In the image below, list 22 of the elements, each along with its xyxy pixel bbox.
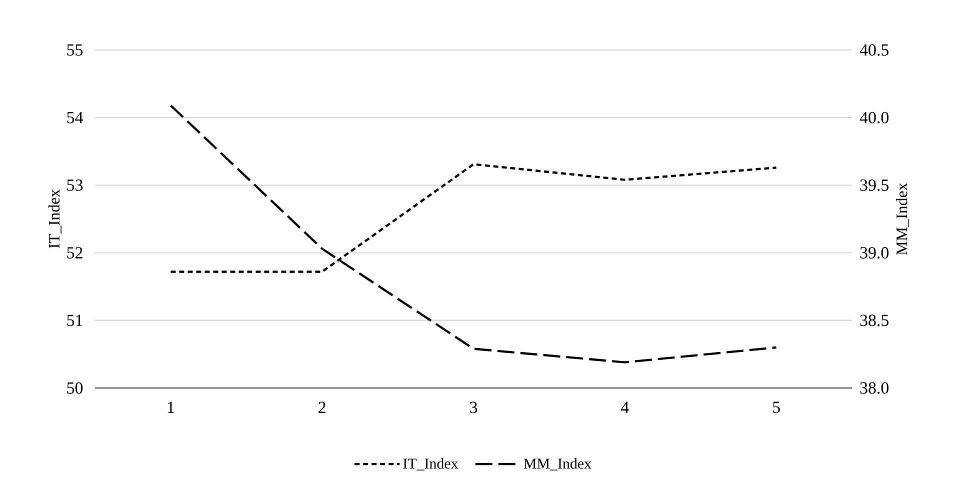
line-series — [170, 104, 778, 364]
y-tick-label: 54 — [67, 112, 83, 124]
y-axis-title: IT_Index — [48, 190, 62, 248]
x-tick-label: 3 — [470, 402, 478, 414]
y-tick-label: 52 — [67, 247, 82, 258]
x-tick-label: 5 — [773, 402, 780, 414]
legend-label: IT_Index — [403, 458, 458, 470]
y-tick-label: 53 — [67, 180, 83, 191]
legend-label: MM_Index — [524, 458, 592, 470]
y2-axis-title: MM_Index — [896, 182, 910, 255]
y-tick-label: 55 — [67, 44, 83, 56]
y2-tick-label: 39.5 — [860, 179, 889, 191]
x-tick-label: 4 — [621, 402, 629, 413]
y2-tick-label: 40.0 — [860, 112, 889, 124]
y2-tick-label: 38.5 — [860, 314, 889, 326]
y-tick-label: 51 — [67, 314, 82, 326]
y2-tick-label: 40.5 — [860, 44, 889, 56]
x-tick-label: 2 — [318, 402, 326, 413]
y-tick-label: 50 — [67, 382, 83, 394]
x-tick-label: 1 — [168, 402, 174, 413]
y2-tick-label: 39.0 — [860, 247, 889, 259]
y2-tick-label: 38.0 — [860, 382, 889, 394]
